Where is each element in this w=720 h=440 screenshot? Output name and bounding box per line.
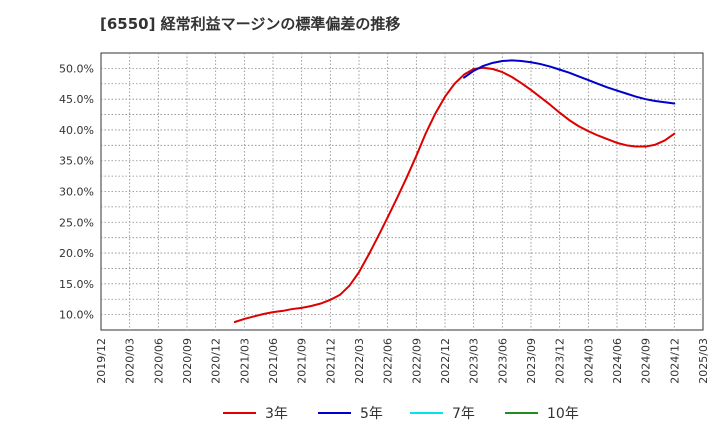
x-tick-label: 2020/09	[181, 338, 194, 384]
x-tick-label: 2024/03	[582, 338, 595, 384]
x-tick-label: 2021/03	[238, 338, 251, 384]
x-tick-label: 2021/12	[324, 338, 337, 384]
x-tick-label: 2020/06	[152, 338, 165, 384]
x-tick-label: 2023/03	[468, 338, 481, 384]
x-tick-label: 2022/09	[410, 338, 423, 384]
grid	[101, 53, 703, 330]
y-tick-label: 35.0%	[59, 155, 94, 168]
legend-label: 5年	[360, 406, 383, 422]
x-tick-label: 2024/06	[611, 338, 624, 384]
x-tick-label: 2021/09	[296, 338, 309, 384]
x-tick-label: 2022/12	[439, 338, 452, 384]
x-tick-label: 2024/09	[640, 338, 653, 384]
y-tick-label: 25.0%	[59, 216, 94, 229]
legend-label: 10年	[547, 406, 579, 422]
y-tick-label: 40.0%	[59, 124, 94, 137]
x-tick-label: 2022/03	[353, 338, 366, 384]
y-tick-label: 20.0%	[59, 247, 94, 260]
x-axis: 2019/12 2020/03 2020/06 2020/09 2020/12 2021/…	[95, 338, 710, 384]
x-tick-label: 2024/12	[668, 338, 681, 384]
y-tick-label: 15.0%	[59, 278, 94, 291]
x-tick-label: 2025/03	[697, 338, 710, 384]
y-tick-label: 30.0%	[59, 186, 94, 199]
x-tick-label: 2022/06	[382, 338, 395, 384]
x-tick-label: 2021/06	[267, 338, 280, 384]
series-line	[463, 59, 676, 105]
series-line	[233, 66, 676, 323]
x-tick-label: 2020/03	[124, 338, 137, 384]
y-axis: 10.0% 15.0% 20.0% 25.0% 30.0% 35.0% 40.0% 45.0%…	[59, 62, 94, 321]
legend-label: 7年	[452, 406, 475, 422]
series-layer	[233, 59, 676, 323]
x-tick-label: 2023/12	[554, 338, 567, 384]
legend: 3年 5年 7年 10年	[223, 406, 579, 422]
x-tick-label: 2020/12	[210, 338, 223, 384]
y-tick-label: 45.0%	[59, 93, 94, 106]
chart-title: [6550] 経常利益マージンの標準偏差の推移	[100, 15, 400, 33]
x-tick-label: 2019/12	[95, 338, 108, 384]
x-tick-label: 2023/06	[496, 338, 509, 384]
x-tick-label: 2023/09	[525, 338, 538, 384]
legend-label: 3年	[265, 406, 288, 422]
y-tick-label: 10.0%	[59, 309, 94, 322]
y-tick-label: 50.0%	[59, 62, 94, 75]
